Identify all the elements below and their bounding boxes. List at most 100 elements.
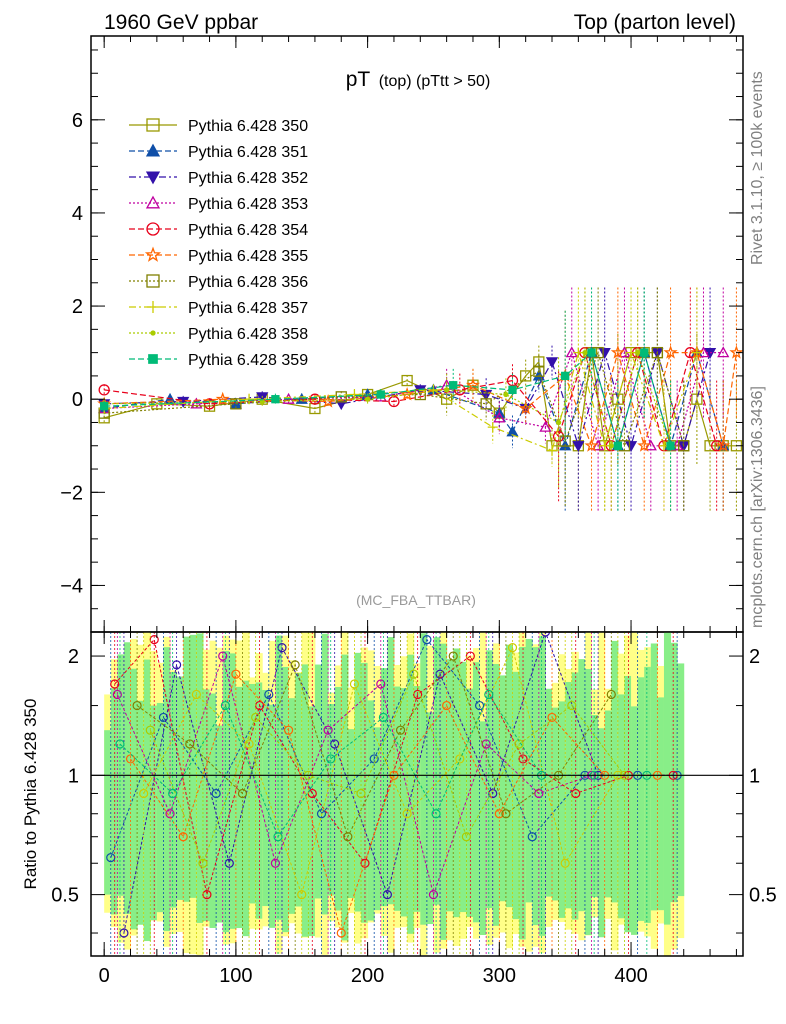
legend-entry: Pythia 6.428 358 <box>129 326 308 343</box>
legend-entry: Pythia 6.428 357 <box>129 300 308 317</box>
data-point <box>465 377 481 392</box>
band-inner <box>440 643 448 940</box>
legend: Pythia 6.428 350 Pythia 6.428 351 Pythia 6… <box>129 118 308 369</box>
data-point <box>637 438 652 452</box>
y-tick-label: 6 <box>72 110 83 132</box>
band-inner <box>130 668 138 930</box>
data-point <box>572 441 585 453</box>
band-inner <box>571 672 579 920</box>
data-point <box>271 395 280 404</box>
band-inner <box>110 688 118 915</box>
ratio-line <box>149 672 625 865</box>
band-inner <box>242 680 250 937</box>
legend-entry: Pythia 6.428 350 <box>129 118 308 135</box>
band-inner <box>644 666 652 923</box>
ratio-point <box>560 858 570 868</box>
ratio-point <box>484 689 494 700</box>
data-point <box>98 384 110 396</box>
band-inner <box>657 697 665 911</box>
band-inner <box>196 633 204 923</box>
ratio-point <box>606 689 616 700</box>
data-point <box>624 441 638 453</box>
data-point <box>244 394 255 405</box>
ratio-point <box>540 632 551 637</box>
ratio-point <box>378 712 389 723</box>
y-tick-label: −2 <box>60 482 83 504</box>
band-inner <box>374 727 382 911</box>
data-point <box>100 402 109 411</box>
ratio-point <box>112 689 122 700</box>
data-point <box>449 381 458 390</box>
y-tick-label: 4 <box>72 203 83 225</box>
band-inner <box>584 668 593 935</box>
data-point <box>508 385 517 395</box>
data-point <box>203 398 216 410</box>
ratio-point <box>376 679 386 689</box>
data-point <box>555 419 562 426</box>
legend-entry: Pythia 6.428 355 <box>129 246 308 265</box>
legend-entry: Pythia 6.428 359 <box>129 352 308 369</box>
ratio-point <box>527 832 537 842</box>
band-inner <box>532 647 540 926</box>
band-inner <box>222 650 230 933</box>
ratio-line <box>136 655 612 839</box>
band-inner <box>281 666 290 933</box>
y-tick-label: 0 <box>72 389 83 411</box>
band-inner <box>189 634 197 898</box>
legend-marker <box>150 330 156 336</box>
y-tick-label: −4 <box>60 575 83 597</box>
data-point <box>716 438 731 452</box>
data-point <box>506 425 519 437</box>
legend-label: Pythia 6.428 355 <box>188 248 308 265</box>
x-tick-label: 400 <box>614 965 647 987</box>
ratio-y-tick-label-right: 1 <box>749 765 760 787</box>
band-inner <box>650 643 658 911</box>
data-point <box>547 445 558 456</box>
legend-marker <box>146 274 160 288</box>
ratio-point <box>168 788 178 799</box>
series-2 <box>98 287 730 511</box>
ratio-point <box>244 739 254 749</box>
ratio-point <box>343 832 353 842</box>
data-point <box>573 347 584 358</box>
data-point <box>561 371 570 381</box>
ratio-point <box>264 689 274 700</box>
band-inner <box>420 633 428 925</box>
series-10 <box>100 287 675 511</box>
band-inner <box>472 662 481 923</box>
band-inner <box>552 707 560 901</box>
band-inner <box>328 704 336 896</box>
data-point <box>400 387 415 401</box>
legend-entry: Pythia 6.428 353 <box>129 195 308 213</box>
data-point <box>364 396 371 402</box>
band-inner <box>150 705 158 921</box>
legend-label: Pythia 6.428 353 <box>188 196 308 213</box>
data-point <box>335 391 347 403</box>
data-point <box>487 422 498 433</box>
band-inner <box>538 636 546 936</box>
y-tick-label: 2 <box>72 296 83 318</box>
band-inner <box>578 659 586 912</box>
legend-entry: Pythia 6.428 354 <box>129 222 308 239</box>
legend-label: Pythia 6.428 358 <box>188 326 308 343</box>
header-right: Top (parton level) <box>574 11 736 34</box>
band-inner <box>314 664 323 899</box>
band-inner <box>525 638 533 903</box>
data-point <box>454 384 466 396</box>
ratio-point <box>402 809 412 819</box>
series-line <box>104 350 698 452</box>
band-inner <box>334 686 342 911</box>
ratio-y-tick-label: 2 <box>68 646 79 668</box>
band-inner <box>262 689 270 907</box>
ratio-point <box>125 754 136 764</box>
ratio-y-tick-label-right: 0.5 <box>749 885 777 907</box>
data-point <box>608 443 614 449</box>
ratio-point <box>518 754 528 764</box>
watermark: (MC_FBA_TTBAR) <box>356 592 476 608</box>
ratio-y-tick-label: 0.5 <box>51 885 79 907</box>
legend-marker <box>144 246 162 262</box>
ratio-point <box>501 809 511 819</box>
data-point <box>587 348 596 357</box>
legend-marker <box>146 222 160 236</box>
